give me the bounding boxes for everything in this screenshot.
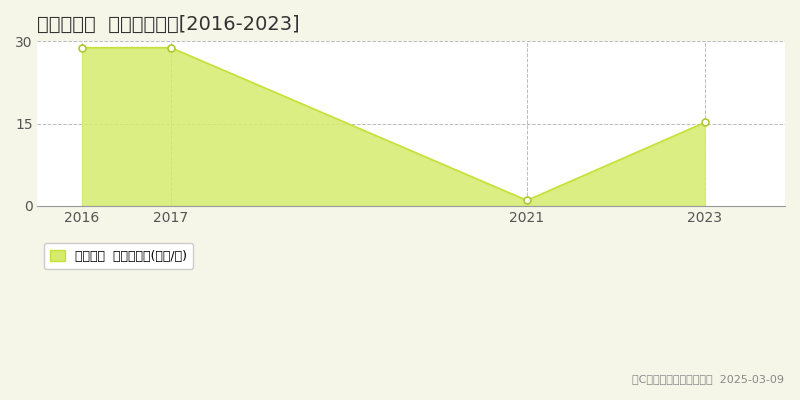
Point xyxy=(521,197,534,204)
Point xyxy=(698,119,711,126)
Point xyxy=(165,44,178,51)
Legend: 土地価格  平均坪単価(万円/坪): 土地価格 平均坪単価(万円/坪) xyxy=(44,243,194,269)
Text: （C）土地価格ドットコム  2025-03-09: （C）土地価格ドットコム 2025-03-09 xyxy=(632,374,784,384)
Text: 富谷市成田  土地価格推移[2016-2023]: 富谷市成田 土地価格推移[2016-2023] xyxy=(38,15,300,34)
Point xyxy=(75,44,88,51)
